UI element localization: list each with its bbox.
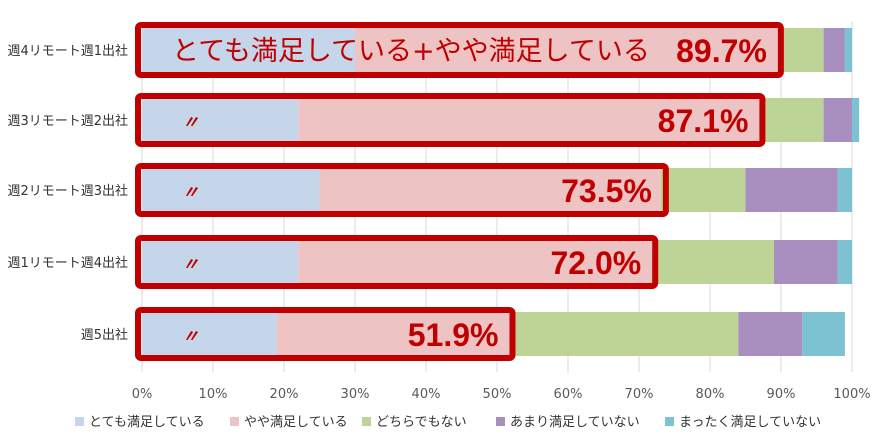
x-tick-label: 40% <box>412 387 441 402</box>
bar-segment <box>759 98 824 142</box>
x-tick-label: 100% <box>833 387 870 402</box>
category-labels: 週4リモート週1出社週3リモート週2出社週2リモート週3出社週1リモート週4出社… <box>7 43 128 343</box>
bar-segment <box>844 28 852 72</box>
bar-segment <box>142 28 355 72</box>
highlight-box <box>135 235 659 289</box>
bar-segment <box>511 312 739 356</box>
x-tick-label: 90% <box>767 387 796 402</box>
bar-segments <box>142 28 860 356</box>
bar-segment <box>298 98 760 142</box>
bar-segment <box>773 240 838 284</box>
x-tick-labels: 0% 10% 20% 30% 40% 50% 60% 70% 80% 90% 100% <box>132 387 871 402</box>
x-tick-label: 80% <box>696 387 725 402</box>
legend-swatch <box>496 417 505 426</box>
bar-segment <box>837 168 852 212</box>
bar-segment <box>319 168 661 212</box>
x-tick-label: 30% <box>341 387 370 402</box>
legend-swatch <box>665 417 674 426</box>
highlight-box <box>135 307 516 361</box>
ditto-mark: 〃 <box>182 327 199 347</box>
legend: とても満足している やや満足している どちらでもない あまり満足していない まったく満足… <box>75 415 821 430</box>
bar-segment <box>781 28 824 72</box>
legend-swatch <box>75 417 84 426</box>
legend-swatch <box>230 417 239 426</box>
ditto-mark: 〃 <box>182 255 199 275</box>
legend-label: あまり満足していない <box>510 415 640 430</box>
bar-segment <box>823 98 852 142</box>
legend-label: まったく満足していない <box>679 415 821 430</box>
category-label: 週1リモート週4出社 <box>7 255 128 271</box>
highlight-box <box>135 163 669 217</box>
highlight-value: 73.5% <box>561 173 652 209</box>
bar-segment <box>653 240 774 284</box>
x-tick-label: 10% <box>199 387 228 402</box>
legend-label: やや満足している <box>244 415 348 430</box>
ditto-mark: 〃 <box>182 183 199 203</box>
x-tick-label: 20% <box>270 387 299 402</box>
highlight-box <box>135 22 784 78</box>
category-label: 週2リモート週3出社 <box>7 183 128 199</box>
highlight-value: 51.9% <box>408 317 499 353</box>
bar-segment <box>142 168 320 212</box>
bar-segment <box>142 312 277 356</box>
bar-segment <box>745 168 838 212</box>
bar-segment <box>802 312 845 356</box>
highlight-label: とても満足している+やや満足している <box>172 36 650 67</box>
category-label: 週3リモート週2出社 <box>7 113 128 129</box>
highlight-value: 87.1% <box>658 103 749 139</box>
x-tick-label: 60% <box>554 387 583 402</box>
category-label: 週4リモート週1出社 <box>7 43 128 59</box>
bar-segment <box>837 240 852 284</box>
x-tick-label: 70% <box>625 387 654 402</box>
bar-segment <box>142 98 299 142</box>
legend-label: どちらでもない <box>376 415 467 430</box>
bar-segment <box>355 28 781 72</box>
highlight-boxes: とても満足している+やや満足している 89.7% 〃 87.1% 〃 73.5% 〃 72.0… <box>135 22 784 361</box>
bar-segment <box>660 168 746 212</box>
bar-segment <box>852 98 860 142</box>
category-label: 週5出社 <box>81 327 128 343</box>
bar-segment <box>738 312 803 356</box>
bar-segment <box>276 312 512 356</box>
legend-label: とても満足している <box>89 415 205 430</box>
highlight-box <box>135 93 766 147</box>
ditto-mark: 〃 <box>182 113 199 133</box>
bar-segment <box>298 240 654 284</box>
x-tick-label: 0% <box>132 387 153 402</box>
legend-swatch <box>362 417 371 426</box>
bar-segment <box>823 28 845 72</box>
highlight-value: 72.0% <box>550 245 641 281</box>
bar-segment <box>142 240 299 284</box>
x-tick-label: 50% <box>483 387 512 402</box>
highlight-value: 89.7% <box>676 33 767 69</box>
